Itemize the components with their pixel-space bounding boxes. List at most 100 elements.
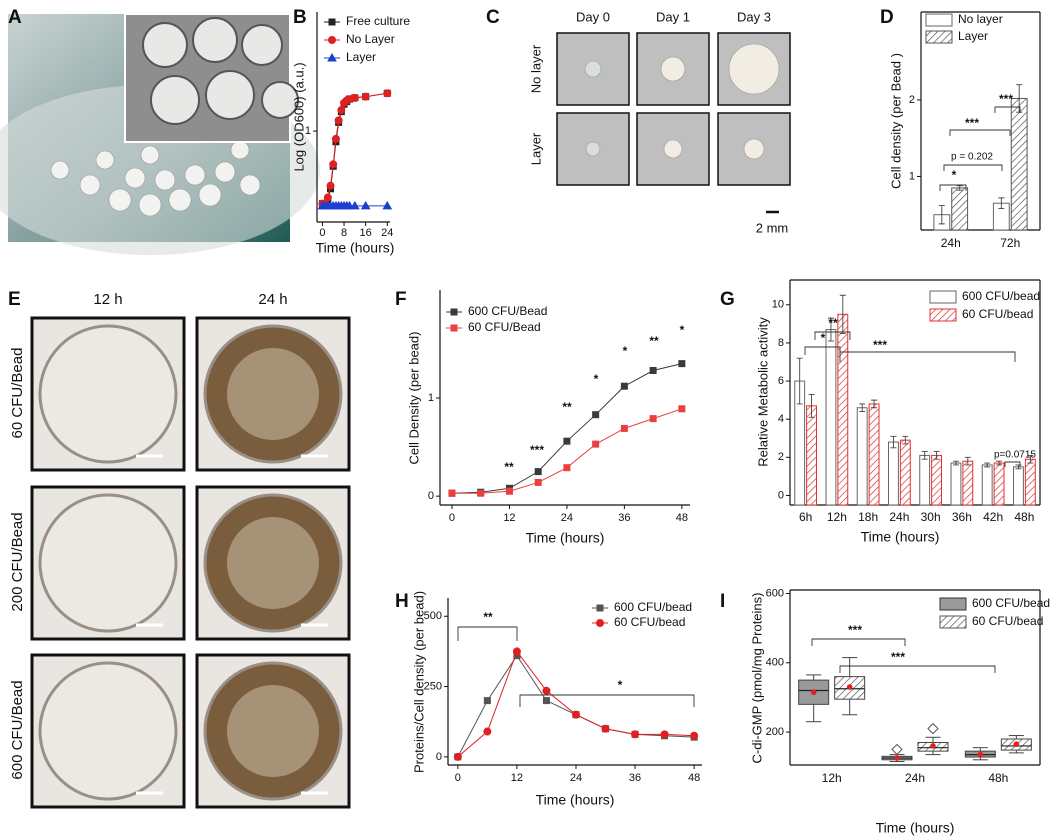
marker bbox=[361, 92, 370, 101]
x-tick-label: 16 bbox=[360, 227, 372, 239]
bracket bbox=[949, 129, 1011, 136]
legend-marker bbox=[328, 36, 336, 44]
bar bbox=[993, 462, 1005, 506]
annotation: *** bbox=[891, 650, 905, 664]
x-tick-label: 0 bbox=[449, 512, 455, 524]
legend-marker bbox=[596, 604, 604, 612]
marker bbox=[360, 200, 371, 210]
marker bbox=[592, 440, 600, 448]
annotation: ** bbox=[828, 316, 838, 330]
bar bbox=[825, 329, 837, 506]
bead-core bbox=[227, 685, 319, 777]
x-tick-label: 12 bbox=[511, 772, 523, 784]
bar bbox=[950, 462, 962, 506]
mean bbox=[1013, 741, 1020, 748]
legend-marker bbox=[596, 619, 604, 627]
column-label: Day 0 bbox=[576, 9, 610, 24]
bar bbox=[1013, 466, 1024, 506]
x-tick-label: 24 bbox=[561, 512, 573, 524]
annotation: p = 0.202 bbox=[951, 152, 993, 163]
legend-label: No Layer bbox=[346, 32, 395, 46]
error-bar bbox=[933, 451, 940, 460]
chart: 0 250 500 0 12 24 36 48 Time (hours) Proteins/Cel… bbox=[411, 591, 702, 808]
x-axis-label: Time (hours) bbox=[316, 240, 395, 256]
legend-label: 600 CFU/bead bbox=[962, 289, 1040, 303]
marker bbox=[649, 367, 657, 375]
legend-marker bbox=[328, 18, 336, 26]
y-tick-label: 2 bbox=[778, 451, 784, 463]
column-label: 24 h bbox=[258, 291, 287, 308]
x-tick-label: 36 bbox=[618, 512, 630, 524]
colony bbox=[743, 138, 765, 160]
x-tick-label: 24h bbox=[905, 771, 925, 785]
bracket bbox=[994, 106, 1021, 113]
x-tick-label: 30h bbox=[921, 510, 941, 524]
annotation: * bbox=[821, 331, 826, 345]
marker bbox=[477, 489, 485, 497]
bar bbox=[981, 464, 993, 506]
bracket bbox=[804, 346, 841, 355]
series-line bbox=[451, 408, 683, 494]
marker bbox=[349, 200, 360, 210]
panel-label: G bbox=[720, 289, 735, 310]
legend-marker bbox=[327, 52, 337, 62]
legend-label: 60 CFU/Bead bbox=[468, 320, 541, 334]
y-tick-label: 0 bbox=[436, 751, 442, 763]
panel-label: I bbox=[720, 591, 725, 612]
bead-core bbox=[227, 348, 319, 440]
x-tick-label: 6h bbox=[799, 510, 812, 524]
marker bbox=[649, 415, 657, 423]
y-axis-label: Proteins/Cell density (per bead) bbox=[411, 591, 426, 773]
bar bbox=[868, 403, 880, 506]
x-tick-label: 12h bbox=[827, 510, 847, 524]
chart: 0 1 0 12 24 36 48 Time (hours) Cell Density (per… bbox=[406, 290, 690, 546]
annotation: ** bbox=[483, 610, 493, 624]
annotation: *** bbox=[530, 443, 544, 457]
error-bar bbox=[964, 456, 971, 466]
annotation: * bbox=[594, 372, 599, 386]
panel-label: A bbox=[8, 7, 22, 28]
error-bar bbox=[956, 185, 963, 191]
y-tick-label: 0 bbox=[428, 490, 434, 502]
legend-label: Layer bbox=[958, 29, 988, 43]
y-tick-label: 10 bbox=[772, 299, 784, 311]
marker bbox=[326, 181, 335, 190]
row-label: 60 CFU/Bead bbox=[9, 348, 26, 439]
bar bbox=[888, 441, 899, 506]
marker bbox=[331, 134, 340, 143]
annotation: *** bbox=[999, 92, 1013, 106]
marker bbox=[620, 382, 628, 390]
y-axis-label: Relative Metabolic activity bbox=[755, 317, 770, 467]
x-axis-label: Time (hours) bbox=[526, 530, 605, 546]
y-axis-label: Log (OD600) (a.u.) bbox=[291, 62, 306, 171]
legend-swatch bbox=[939, 615, 967, 629]
marker bbox=[382, 200, 393, 210]
marker bbox=[601, 724, 610, 733]
marker bbox=[563, 464, 571, 472]
y-tick-label: 400 bbox=[766, 657, 784, 669]
row-label: 600 CFU/Bead bbox=[9, 680, 26, 779]
marker bbox=[483, 727, 492, 736]
legend-swatch bbox=[925, 13, 953, 27]
bar bbox=[856, 407, 868, 506]
panel-label: H bbox=[395, 591, 409, 612]
marker bbox=[563, 437, 571, 445]
y-tick-label: 1 bbox=[428, 392, 434, 404]
panel-label: F bbox=[395, 289, 407, 310]
colony bbox=[585, 141, 601, 157]
annotation: * bbox=[952, 168, 957, 182]
row-label: 200 CFU/Bead bbox=[9, 512, 26, 611]
legend-swatch bbox=[925, 30, 953, 44]
x-axis-label: Time (hours) bbox=[536, 792, 615, 808]
marker bbox=[448, 489, 456, 497]
marker bbox=[534, 478, 542, 486]
legend-swatch bbox=[929, 290, 957, 304]
chart: 200 400 600 12h 24h 48h Time (hours) C-di-GMP (… bbox=[749, 587, 1050, 835]
marker bbox=[620, 424, 628, 432]
error-bar bbox=[859, 403, 866, 413]
annotation: *** bbox=[848, 623, 862, 637]
bracket bbox=[839, 351, 1016, 362]
colony bbox=[728, 43, 780, 95]
legend-label: Layer bbox=[346, 50, 376, 64]
marker bbox=[329, 160, 338, 169]
